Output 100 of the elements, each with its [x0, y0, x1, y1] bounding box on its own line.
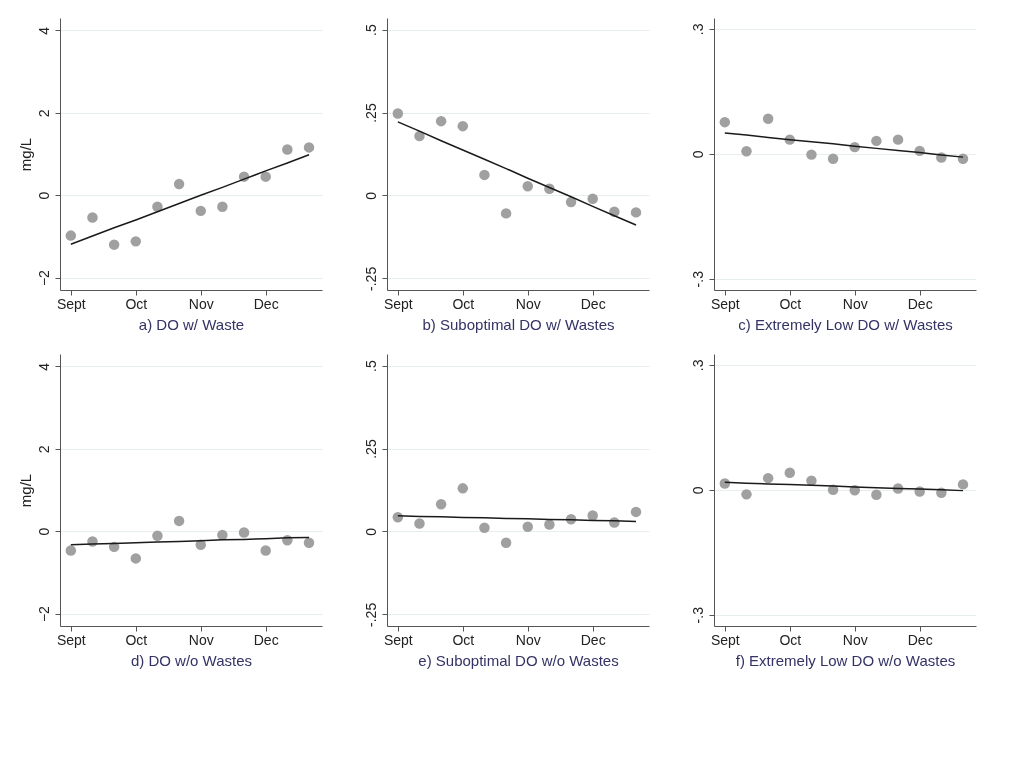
point: [741, 146, 752, 157]
x-tick-label: Dec: [580, 631, 606, 648]
x-tick-label: Nov: [188, 631, 214, 648]
x-tick-label: Dec: [580, 295, 606, 312]
y-tick-label: -.25: [362, 602, 379, 627]
x-tick-label: Dec: [253, 295, 279, 312]
x-tick-label: Dec: [253, 631, 279, 648]
y-tick-label: 0: [689, 486, 706, 495]
x-axis-title: f) Extremely Low DO w/o Wastes: [735, 651, 956, 669]
point: [522, 521, 533, 533]
y-tick-label: -.3: [689, 270, 706, 288]
point: [195, 205, 206, 217]
y-tick-label: -.25: [362, 266, 379, 291]
x-tick-label: Nov: [188, 295, 214, 312]
point: [630, 207, 642, 218]
point: [65, 230, 77, 241]
y-tick-label: 2: [35, 109, 52, 118]
point: [587, 193, 598, 205]
point: [87, 212, 98, 223]
y-tick-label: .25: [362, 439, 379, 459]
point: [392, 108, 404, 119]
point: [173, 515, 185, 527]
point: [762, 113, 774, 125]
line-series: [397, 121, 637, 226]
y-tick-label: 4: [35, 26, 52, 35]
y-axis-title: mg/L: [16, 137, 34, 172]
x-tick-label: Nov: [842, 631, 868, 648]
y-tick-label: 0: [362, 527, 379, 536]
point: [435, 499, 447, 510]
point: [130, 236, 142, 247]
x-tick-label: Oct: [452, 631, 475, 648]
y-tick-label: 0: [689, 150, 706, 159]
x-tick-label: Nov: [842, 295, 868, 312]
point: [479, 522, 490, 534]
x-tick-label: Sept: [56, 295, 86, 312]
y-axis-title: mg/L: [16, 473, 34, 508]
point: [630, 506, 642, 518]
point: [108, 239, 120, 250]
x-tick-label: Nov: [515, 631, 541, 648]
point: [173, 178, 185, 190]
point: [806, 149, 817, 160]
point: [65, 545, 77, 556]
y-tick-label: 0: [35, 191, 52, 200]
y-tick-label: .3: [689, 23, 706, 36]
point: [130, 553, 142, 564]
point: [108, 541, 120, 553]
point: [806, 475, 817, 486]
point: [238, 527, 250, 538]
point: [152, 530, 163, 541]
point: [479, 169, 490, 181]
x-tick-label: Oct: [452, 295, 475, 312]
point: [719, 116, 731, 128]
point: [587, 510, 598, 521]
point: [522, 180, 533, 192]
point: [892, 134, 904, 145]
point: [500, 537, 512, 548]
y-tick-label: 0: [362, 191, 379, 200]
y-tick-label: .25: [362, 103, 379, 123]
point: [544, 519, 555, 530]
point: [303, 537, 315, 548]
point: [784, 467, 796, 478]
point: [457, 483, 469, 494]
x-tick-label: Nov: [515, 295, 541, 312]
y-tick-label: 2: [35, 445, 52, 454]
x-tick-label: Dec: [907, 631, 933, 648]
y-tick-label: .5: [362, 360, 379, 372]
point: [282, 144, 293, 155]
point: [217, 529, 228, 541]
x-axis-title: a) DO w/ Waste: [138, 315, 245, 333]
y-tick-label: −2: [35, 269, 52, 287]
point: [827, 153, 839, 165]
y-tick-label: .3: [689, 359, 706, 372]
y-tick-label: 0: [35, 527, 52, 536]
point: [957, 479, 969, 490]
point: [435, 115, 447, 127]
point: [565, 196, 577, 208]
point: [500, 208, 512, 219]
y-tick-label: .5: [362, 24, 379, 36]
y-tick-label: -.3: [689, 606, 706, 624]
x-tick-label: Sept: [710, 631, 740, 648]
x-axis-title: b) Suboptimal DO w/ Wastes: [422, 315, 615, 333]
x-tick-label: Sept: [56, 631, 86, 648]
x-tick-label: Sept: [710, 295, 740, 312]
point: [303, 142, 315, 153]
x-tick-label: Oct: [779, 631, 802, 648]
point: [260, 545, 271, 556]
point: [871, 135, 882, 147]
x-tick-label: Oct: [125, 295, 148, 312]
x-tick-label: Dec: [907, 295, 933, 312]
x-tick-label: Sept: [383, 295, 413, 312]
x-tick-label: Oct: [779, 295, 802, 312]
y-tick-label: −2: [35, 605, 52, 623]
point: [260, 171, 271, 182]
x-tick-label: Oct: [125, 631, 148, 648]
x-axis-title: c) Extremely Low DO w/ Wastes: [738, 315, 953, 333]
point: [871, 489, 882, 501]
point: [741, 489, 752, 500]
x-tick-label: Sept: [383, 631, 413, 648]
point: [217, 201, 228, 212]
point: [719, 478, 731, 489]
